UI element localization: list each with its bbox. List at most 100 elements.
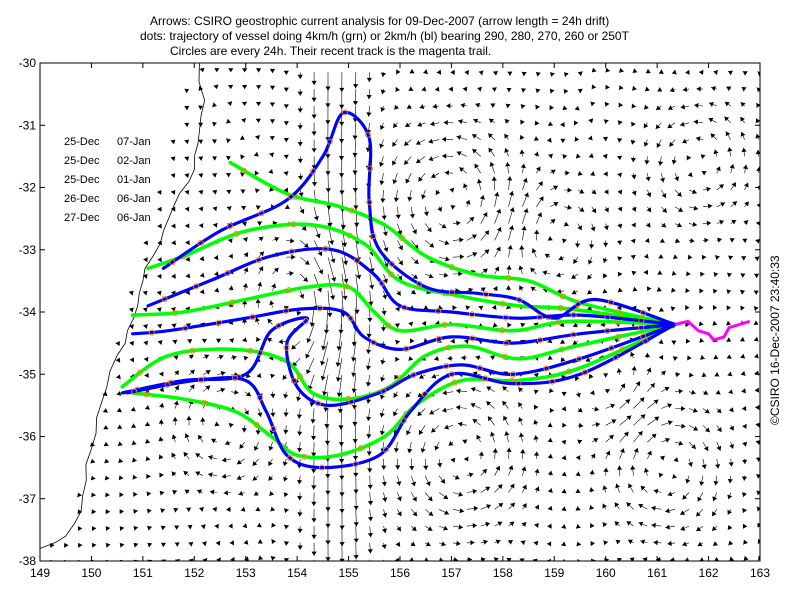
daily-circle — [348, 207, 355, 214]
current-arrow-head — [356, 274, 362, 280]
current-arrow-head — [546, 137, 552, 143]
current-arrow — [322, 324, 329, 351]
current-arrow-head — [586, 322, 592, 328]
current-arrow-head — [290, 238, 295, 244]
daily-circle — [148, 329, 155, 336]
current-arrow-head — [589, 470, 595, 475]
current-arrow-head — [660, 177, 665, 183]
current-arrow-head — [703, 446, 709, 451]
current-arrow-head — [311, 551, 317, 556]
current-arrow-head — [662, 207, 667, 213]
current-arrow-head — [444, 424, 449, 430]
current-arrow-head — [473, 505, 479, 512]
current-arrow-head — [696, 86, 701, 92]
current-arrow-head — [657, 270, 663, 275]
current-arrow-head — [353, 84, 359, 89]
current-arrow-head — [561, 541, 567, 547]
current-arrow-head — [183, 452, 189, 457]
current-arrow-head — [740, 305, 745, 311]
current-arrow-head — [715, 255, 720, 260]
current-arrow-head — [550, 219, 556, 224]
current-arrow-head — [490, 103, 496, 108]
current-arrow-head — [756, 506, 760, 512]
current-arrow-head — [706, 186, 711, 192]
current-arrow-head — [577, 439, 583, 445]
current-arrow-head — [379, 143, 385, 149]
current-arrow-head — [631, 206, 637, 212]
current-arrow-head — [629, 557, 635, 561]
current-arrow-head — [325, 557, 331, 561]
current-arrow-head — [77, 526, 83, 531]
current-arrow-head — [256, 85, 262, 90]
current-arrow-head — [366, 416, 372, 421]
current-arrow-head — [617, 138, 623, 143]
current-arrow-head — [509, 521, 515, 527]
current-arrow-head — [311, 485, 317, 490]
current-arrow-head — [605, 84, 610, 90]
current-arrow-head — [321, 345, 327, 351]
daily-circle — [200, 399, 207, 406]
current-arrow-head — [632, 68, 638, 73]
current-arrow-head — [274, 236, 280, 242]
current-arrow-head — [491, 176, 497, 181]
current-arrow-head — [588, 153, 594, 158]
current-arrow-head — [538, 181, 543, 187]
current-arrow-head — [64, 542, 69, 548]
current-arrow-head — [577, 407, 583, 413]
current-arrow-head — [174, 542, 180, 547]
current-arrow — [337, 341, 343, 367]
current-arrow-head — [271, 522, 276, 528]
current-arrow-head — [628, 483, 633, 489]
current-arrow-head — [647, 450, 652, 456]
current-arrow-head — [742, 71, 748, 76]
current-arrow-head — [741, 476, 748, 481]
current-arrow-head — [537, 212, 542, 218]
current-arrow-head — [158, 371, 164, 377]
current-arrow-head — [195, 471, 201, 476]
current-arrow-head — [228, 68, 234, 73]
current-arrow-head — [729, 164, 735, 169]
current-arrow-head — [318, 269, 324, 275]
current-arrow-head — [133, 559, 139, 561]
current-arrow-head — [444, 240, 450, 246]
current-arrow-head — [577, 225, 582, 231]
current-arrow-head — [699, 69, 704, 75]
current-arrow-head — [367, 484, 373, 490]
current-arrow-head — [560, 122, 565, 128]
current-arrow-head — [115, 357, 121, 363]
current-arrow-head — [617, 256, 623, 261]
current-arrow-head — [245, 373, 251, 378]
current-arrow-head — [617, 223, 623, 229]
current-arrow-head — [556, 288, 562, 294]
current-arrow-head — [228, 253, 233, 259]
current-arrow-head — [445, 256, 450, 262]
current-arrow-head — [588, 118, 594, 124]
current-arrow-head — [173, 355, 179, 360]
current-arrow-head — [197, 489, 202, 495]
current-arrow-head — [475, 355, 481, 361]
current-arrow-head — [684, 557, 689, 561]
daily-circle — [502, 314, 509, 321]
current-arrow-head — [710, 133, 716, 139]
current-arrow-head — [214, 68, 220, 73]
current-arrow-head — [311, 97, 317, 102]
current-arrow-head — [520, 540, 526, 546]
current-arrow-head — [226, 506, 231, 512]
current-arrow-head — [700, 354, 705, 360]
vessel-trajectories — [120, 109, 751, 471]
current-arrow-head — [131, 440, 137, 446]
current-arrow-head — [713, 149, 719, 155]
current-arrow-head — [757, 538, 760, 544]
daily-circle — [231, 374, 239, 382]
current-arrow-head — [282, 461, 288, 467]
current-arrow-head — [269, 152, 274, 158]
current-arrow-head — [170, 139, 176, 145]
current-arrow-head — [117, 441, 123, 446]
current-arrow-head — [547, 470, 553, 476]
current-arrow-head — [367, 516, 373, 522]
current-arrow-head — [338, 425, 344, 430]
current-arrow-head — [366, 333, 372, 339]
current-arrow-head — [397, 230, 403, 235]
current-arrow-head — [485, 486, 491, 492]
current-arrow-head — [741, 406, 747, 411]
